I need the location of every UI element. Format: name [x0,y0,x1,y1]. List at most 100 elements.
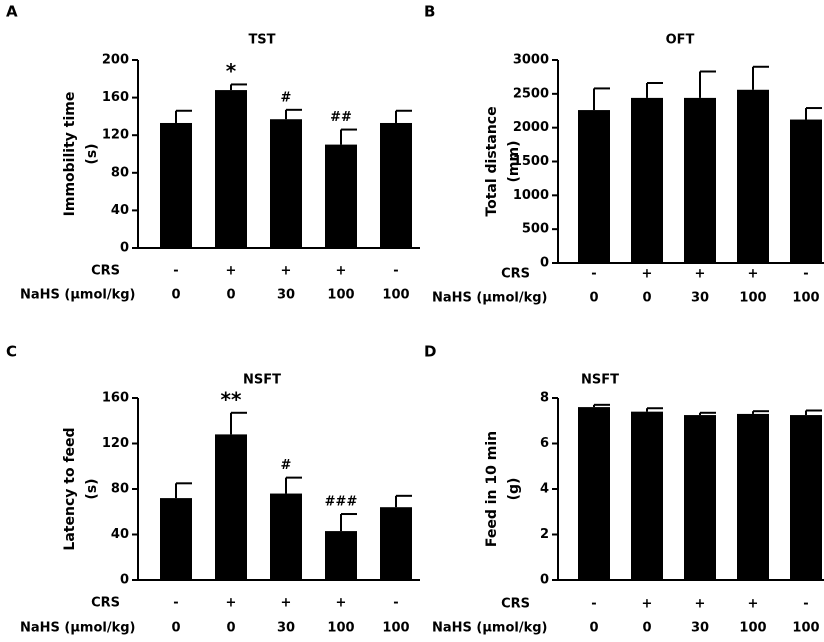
y-tick-label: 80 [111,165,129,180]
bar [325,531,357,580]
x-tick-label: 100 [327,621,354,636]
crs-label: - [591,597,596,612]
bar [631,411,663,580]
x-tick-label: 100 [382,621,409,636]
crs-label: - [173,264,178,279]
x-tick-label: 100 [739,621,766,636]
y-tick-label: 0 [120,241,129,256]
crs-label: - [803,267,808,282]
bar [578,407,610,580]
y-tick-label: 0 [120,573,129,588]
crs-label: + [642,597,653,612]
y-tick-label: 0 [540,573,549,588]
y-tick-label: 80 [111,482,129,497]
y-axis-label: (s) [84,478,100,499]
row-label: NaHS (μmol/kg) [432,621,548,636]
y-tick-label: 160 [102,90,129,105]
y-axis-label: (g) [506,478,522,501]
crs-label: - [803,597,808,612]
bar [160,498,192,580]
crs-label: + [642,267,653,282]
row-label: NaHS (μmol/kg) [20,288,136,303]
y-tick-label: 6 [540,436,549,451]
y-tick-label: 200 [102,53,129,68]
significance-marker: ** [221,387,242,411]
panel-letter: B [424,3,435,21]
y-tick-label: 2500 [513,86,549,101]
x-tick-label: 0 [642,291,651,306]
bar [215,434,247,580]
bar [380,122,412,248]
crs-label: - [591,267,596,282]
y-tick-label: 120 [102,436,129,451]
chart-title: OFT [666,33,695,48]
crs-label: + [336,264,347,279]
x-tick-label: 30 [691,291,709,306]
y-axis-label: Immobility time [62,92,78,217]
y-tick-label: 2 [540,527,549,542]
y-axis-label: (s) [84,143,100,164]
x-tick-label: 30 [277,621,295,636]
y-axis-label: (mm) [506,141,522,183]
y-tick-label: 8 [540,391,549,406]
significance-marker: ### [325,495,358,510]
y-tick-label: 40 [111,203,129,218]
row-label: CRS [501,597,530,612]
bar [737,413,769,580]
row-label: CRS [91,264,120,279]
y-axis-label: Feed in 10 min [484,431,500,547]
x-tick-label: 0 [589,291,598,306]
crs-label: + [226,264,237,279]
crs-label: + [748,267,759,282]
crs-label: + [281,264,292,279]
significance-marker: # [281,458,292,473]
bar [380,507,412,580]
significance-marker: # [281,90,292,105]
bar [684,415,716,580]
panel-letter: D [424,343,436,361]
y-tick-label: 40 [111,527,129,542]
bar [325,144,357,248]
crs-label: + [281,596,292,611]
x-tick-label: 0 [642,621,651,636]
crs-label: - [173,596,178,611]
row-label: NaHS (μmol/kg) [20,621,136,636]
bar [215,90,247,248]
y-tick-label: 1000 [513,188,549,203]
chart-title: NSFT [243,373,281,388]
bar [160,122,192,248]
crs-label: + [226,596,237,611]
x-tick-label: 0 [171,288,180,303]
y-tick-label: 1500 [513,154,549,169]
row-label: NaHS (μmol/kg) [432,291,548,306]
y-tick-label: 500 [522,222,549,237]
bar [578,110,610,263]
bar [684,97,716,263]
y-tick-label: 3000 [513,53,549,68]
panel-letter: C [6,343,17,361]
bar [790,119,822,264]
bar [270,119,302,248]
y-tick-label: 120 [102,128,129,143]
x-tick-label: 100 [739,291,766,306]
bar [790,415,822,580]
y-tick-label: 2000 [513,120,549,135]
crs-label: - [393,264,398,279]
x-tick-label: 0 [171,621,180,636]
x-tick-label: 0 [226,621,235,636]
x-tick-label: 0 [589,621,598,636]
crs-label: + [748,597,759,612]
bar [270,493,302,580]
x-tick-label: 100 [792,291,819,306]
y-axis-label: Latency to feed [62,427,78,550]
significance-marker: * [226,59,237,83]
x-tick-label: 100 [792,621,819,636]
y-tick-label: 160 [102,391,129,406]
crs-label: + [336,596,347,611]
row-label: CRS [91,596,120,611]
crs-label: - [393,596,398,611]
crs-label: + [695,597,706,612]
x-tick-label: 100 [382,288,409,303]
x-tick-label: 100 [327,288,354,303]
